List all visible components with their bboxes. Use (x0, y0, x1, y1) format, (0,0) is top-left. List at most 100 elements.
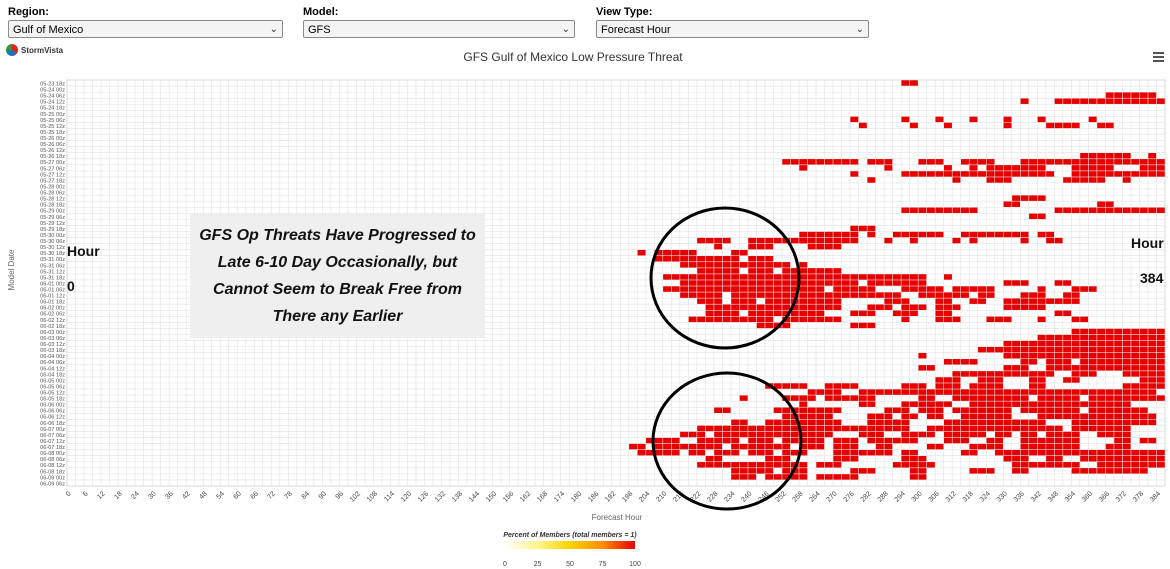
heatmap-cell[interactable] (1148, 328, 1157, 335)
heatmap-cell[interactable] (918, 171, 927, 177)
heatmap-cell[interactable] (773, 383, 782, 389)
heatmap-cell[interactable] (978, 401, 986, 407)
heatmap-cell[interactable] (875, 413, 884, 420)
heatmap-cell[interactable] (688, 280, 697, 286)
heatmap-cell[interactable] (901, 413, 910, 420)
heatmap-cell[interactable] (1156, 359, 1165, 365)
heatmap-cell[interactable] (782, 383, 791, 389)
heatmap-cell[interactable] (1012, 468, 1020, 474)
heatmap-cell[interactable] (773, 280, 782, 286)
heatmap-cell[interactable] (1156, 207, 1165, 214)
heatmap-cell[interactable] (884, 407, 893, 413)
heatmap-cell[interactable] (1063, 310, 1072, 317)
heatmap-cell[interactable] (680, 256, 689, 262)
heatmap-cell[interactable] (1020, 165, 1029, 171)
heatmap-cell[interactable] (1063, 462, 1072, 468)
heatmap-cell[interactable] (816, 231, 825, 238)
heatmap-cell[interactable] (705, 316, 714, 323)
heatmap-cell[interactable] (918, 462, 927, 468)
heatmap-cell[interactable] (986, 177, 995, 183)
heatmap-cell[interactable] (799, 262, 808, 268)
heatmap-cell[interactable] (1003, 352, 1012, 359)
heatmap-cell[interactable] (1156, 346, 1165, 353)
heatmap-cell[interactable] (1071, 389, 1080, 395)
heatmap-cell[interactable] (952, 286, 961, 292)
heatmap-cell[interactable] (1105, 328, 1114, 335)
heatmap-cell[interactable] (986, 159, 995, 165)
view-type-select[interactable]: Forecast Hour ⌄ (596, 20, 869, 38)
heatmap-cell[interactable] (969, 371, 978, 377)
heatmap-cell[interactable] (646, 449, 654, 456)
heatmap-cell[interactable] (1080, 413, 1089, 420)
heatmap-cell[interactable] (816, 310, 825, 317)
heatmap-cell[interactable] (1054, 237, 1063, 244)
heatmap-cell[interactable] (765, 322, 774, 329)
heatmap-cell[interactable] (901, 298, 910, 304)
heatmap-cell[interactable] (986, 419, 995, 426)
heatmap-cell[interactable] (1020, 437, 1029, 444)
heatmap-cell[interactable] (748, 262, 757, 268)
heatmap-cell[interactable] (1046, 352, 1055, 359)
heatmap-cell[interactable] (858, 401, 867, 407)
heatmap-cell[interactable] (714, 316, 723, 323)
heatmap-cell[interactable] (782, 310, 791, 317)
heatmap-cell[interactable] (850, 425, 859, 432)
heatmap-cell[interactable] (1046, 371, 1055, 377)
heatmap-cell[interactable] (765, 437, 774, 444)
heatmap-cell[interactable] (918, 431, 927, 438)
heatmap-cell[interactable] (986, 407, 995, 413)
heatmap-cell[interactable] (1020, 456, 1029, 462)
heatmap-cell[interactable] (637, 449, 646, 456)
heatmap-cell[interactable] (833, 298, 842, 304)
heatmap-cell[interactable] (1097, 365, 1106, 371)
heatmap-cell[interactable] (1003, 407, 1012, 413)
heatmap-cell[interactable] (1088, 413, 1097, 420)
heatmap-cell[interactable] (680, 262, 689, 268)
heatmap-cell[interactable] (1148, 346, 1157, 353)
heatmap-cell[interactable] (680, 249, 689, 256)
heatmap-cell[interactable] (731, 256, 740, 262)
heatmap-cell[interactable] (1148, 462, 1157, 468)
heatmap-cell[interactable] (1148, 456, 1157, 462)
heatmap-cell[interactable] (697, 292, 706, 298)
heatmap-cell[interactable] (765, 262, 774, 268)
heatmap-cell[interactable] (773, 237, 782, 244)
heatmap-cell[interactable] (807, 389, 816, 395)
heatmap-cell[interactable] (1088, 352, 1097, 359)
heatmap-cell[interactable] (816, 292, 825, 298)
heatmap-cell[interactable] (807, 231, 816, 238)
heatmap-cell[interactable] (807, 304, 816, 310)
heatmap-cell[interactable] (782, 431, 791, 438)
heatmap-cell[interactable] (884, 237, 893, 244)
heatmap-cell[interactable] (1105, 443, 1114, 450)
heatmap-cell[interactable] (1037, 171, 1046, 177)
heatmap-cell[interactable] (1071, 316, 1080, 323)
heatmap-cell[interactable] (978, 395, 986, 401)
heatmap-cell[interactable] (756, 243, 765, 250)
heatmap-cell[interactable] (952, 419, 961, 426)
heatmap-cell[interactable] (1097, 171, 1106, 177)
heatmap-cell[interactable] (1122, 407, 1131, 413)
heatmap-cell[interactable] (807, 431, 816, 438)
heatmap-cell[interactable] (1054, 298, 1063, 304)
heatmap-cell[interactable] (961, 407, 969, 413)
heatmap-cell[interactable] (986, 292, 995, 298)
heatmap-cell[interactable] (790, 431, 799, 438)
heatmap-cell[interactable] (1046, 122, 1055, 129)
heatmap-cell[interactable] (705, 425, 714, 432)
heatmap-cell[interactable] (935, 298, 944, 304)
heatmap-cell[interactable] (961, 431, 969, 438)
heatmap-cell[interactable] (850, 159, 859, 165)
heatmap-cell[interactable] (850, 437, 859, 444)
heatmap-cell[interactable] (688, 431, 697, 438)
heatmap-cell[interactable] (833, 268, 842, 274)
heatmap-cell[interactable] (790, 268, 799, 274)
heatmap-cell[interactable] (731, 310, 740, 317)
heatmap-cell[interactable] (918, 286, 927, 292)
heatmap-cell[interactable] (1063, 292, 1072, 298)
heatmap-cell[interactable] (926, 292, 935, 298)
heatmap-cell[interactable] (909, 80, 918, 86)
heatmap-cell[interactable] (1037, 462, 1046, 468)
heatmap-cell[interactable] (1114, 334, 1123, 341)
heatmap-cell[interactable] (816, 286, 825, 292)
